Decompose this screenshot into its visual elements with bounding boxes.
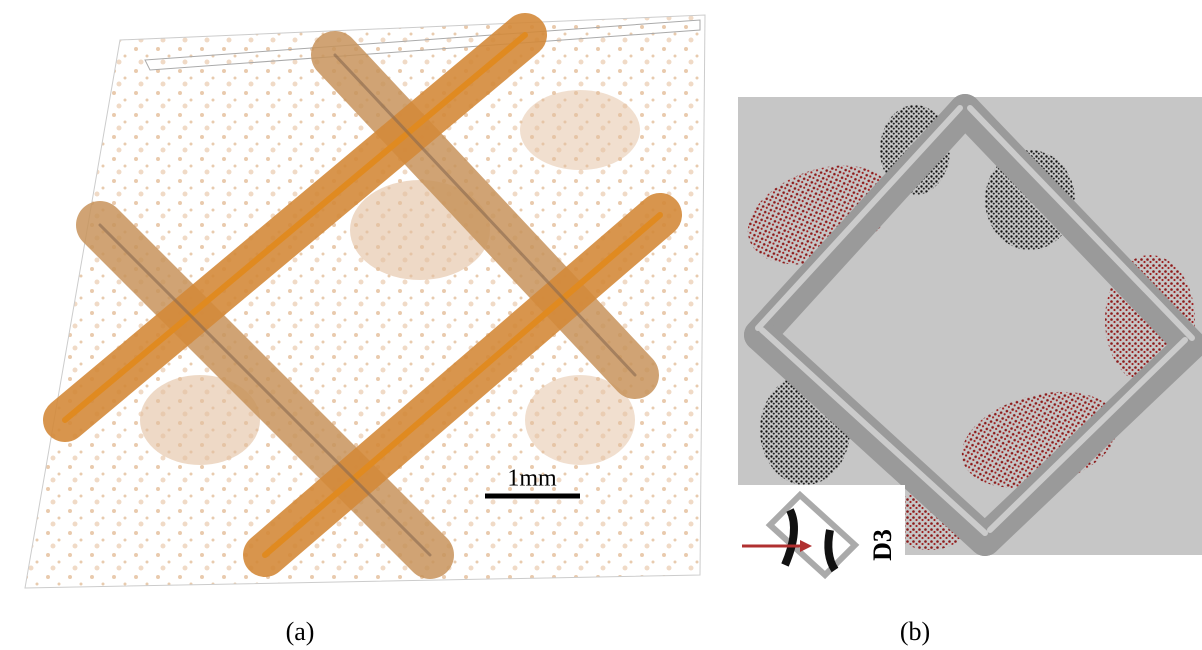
figure: 1mm (a) D3 ( [0,0,1202,650]
panel-a: 1mm (a) [25,15,705,646]
scale-bar-label: 1mm [507,466,557,492]
inset-label: D3 [868,529,897,561]
panel-label: (b) [900,617,930,646]
panel-b: D3 (b) [733,97,1202,646]
panel-label: (a) [286,617,315,646]
